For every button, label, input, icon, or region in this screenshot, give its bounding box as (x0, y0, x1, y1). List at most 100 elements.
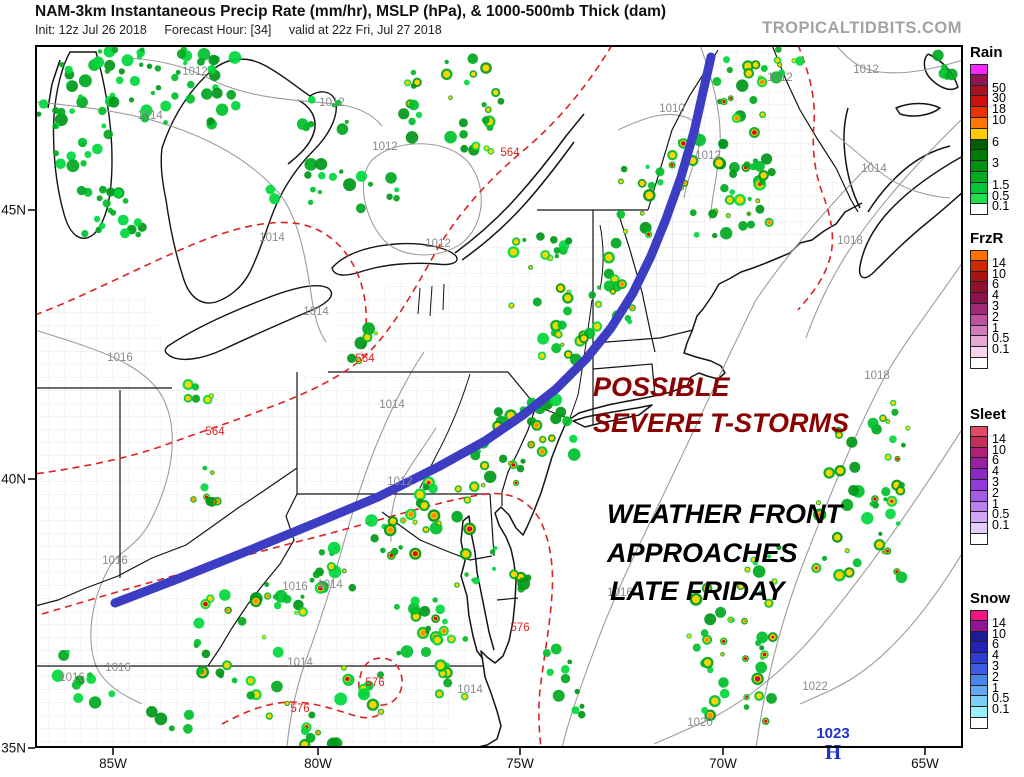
isobar-label: 1014 (303, 306, 329, 318)
precip-core-yellow (836, 432, 842, 438)
precip-cell (201, 88, 213, 100)
precip-cell (459, 130, 468, 139)
precip-core-yellow (565, 351, 571, 357)
precip-cell (343, 178, 357, 192)
precip-cell (492, 546, 498, 551)
precip-cell (154, 712, 168, 726)
isobar-label: 1012 (387, 476, 413, 488)
legend-tick-label: 0.5 (992, 691, 1010, 706)
precip-cell (719, 688, 730, 699)
legend-color-segment (970, 96, 988, 108)
precip-core-red (681, 141, 686, 146)
precip-core-red (539, 449, 545, 454)
legend-color-segment (970, 663, 988, 675)
precip-core-red (412, 551, 418, 557)
precip-cell (444, 130, 457, 144)
precip-core-yellow (414, 79, 420, 86)
precip-cell (66, 151, 76, 161)
precip-cell (380, 547, 386, 554)
isobar (362, 143, 482, 256)
precip-cell (57, 107, 66, 117)
legend-color-segment (970, 642, 988, 654)
lon-label: 70W (709, 756, 737, 771)
precip-cell (146, 706, 158, 718)
legend-tick-label: 6 (992, 277, 999, 292)
precip-cell (163, 120, 168, 125)
precip-cell (758, 590, 763, 596)
precip-cell (355, 170, 367, 182)
precip-cell (183, 60, 188, 66)
legend-tick-label: 1.5 (992, 177, 1010, 192)
precip-core-yellow (897, 487, 904, 494)
precip-core-yellow (619, 179, 623, 184)
thickness-label: 576 (290, 703, 309, 715)
precip-cell (307, 95, 316, 104)
precip-cell (92, 56, 105, 68)
precip-cell (76, 185, 87, 196)
state-border-layer (36, 46, 859, 667)
precip-cell (537, 332, 549, 345)
precip-cell (881, 487, 891, 497)
precip-cell (821, 555, 828, 562)
precip-cell (620, 165, 628, 173)
precip-core-yellow (449, 96, 452, 100)
precip-cell (885, 508, 896, 520)
legend-color-segment (970, 85, 988, 97)
precip-cell (315, 158, 328, 171)
precip-cell (348, 583, 357, 592)
precip-core-yellow (605, 253, 613, 262)
precip-core-yellow (760, 112, 765, 117)
coastline (47, 59, 61, 109)
precip-cell (553, 247, 561, 254)
precip-cell (78, 74, 92, 88)
precip-cell (481, 102, 487, 108)
river (569, 299, 593, 419)
precip-cell (128, 97, 135, 103)
precip-core-red (729, 618, 732, 622)
precip-core-yellow (184, 381, 192, 388)
state-border (489, 493, 495, 557)
precip-cell (339, 169, 344, 174)
precip-core-yellow (204, 396, 211, 403)
precip-cell (755, 204, 765, 214)
precip-core-yellow (484, 146, 489, 151)
precip-core-yellow (434, 636, 441, 644)
precip-cell (335, 99, 342, 107)
county-region (36, 390, 295, 606)
legend-tick-label: 0.1 (992, 518, 1010, 533)
isobar-label: 1014 (457, 684, 483, 696)
precip-cell (451, 510, 463, 523)
precip-cell (93, 215, 101, 223)
precip-cell (135, 231, 142, 238)
legend-tick-label: 30 (992, 91, 1006, 106)
legend-tick-label: 10 (992, 113, 1006, 127)
precip-core-red (670, 163, 674, 167)
precip-cell (357, 688, 371, 701)
legend-title: Rain (970, 44, 1003, 61)
isobar-label: 1016 (282, 581, 308, 593)
isobar-label: 1014 (317, 579, 343, 591)
precip-cell (408, 117, 416, 126)
precip-cell (237, 616, 247, 626)
precip-cell (264, 582, 270, 587)
precip-cell (110, 209, 117, 216)
precip-cell (729, 170, 738, 178)
precip-cell (175, 69, 181, 75)
contour-label-layer: 1012 1012 1014 1014 1012 1012 1014 1016 1014 1012… (59, 64, 890, 729)
precip-cell (442, 618, 448, 625)
precip-cell (66, 82, 71, 87)
isobar-label: 1012 (853, 64, 879, 76)
isobar-label: 1012 (182, 66, 208, 78)
precip-core-yellow (482, 64, 490, 72)
valid-time: valid at 22z Fri, Jul 27 2018 (288, 23, 442, 37)
precip-cell (932, 49, 944, 61)
legend-color-segment (970, 631, 988, 643)
precip-cell (898, 481, 905, 489)
precip-cell (555, 406, 567, 418)
precip-core-yellow (529, 266, 532, 269)
precip-cell (775, 46, 782, 53)
precip-core-yellow (689, 157, 697, 165)
precip-cell (312, 570, 321, 579)
precip-cell (761, 153, 773, 165)
